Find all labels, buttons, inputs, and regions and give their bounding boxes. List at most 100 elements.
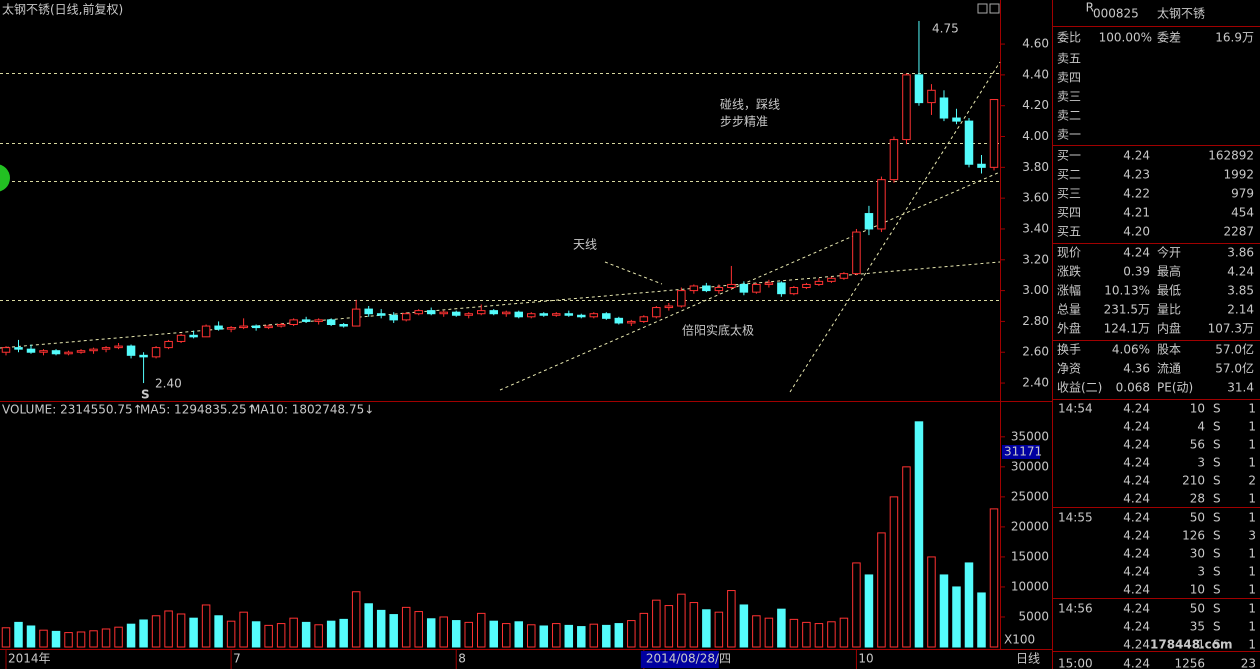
tick-count: 1 <box>1248 638 1256 652</box>
candle-body <box>952 117 961 122</box>
candle-body <box>677 290 686 307</box>
candle-body <box>214 325 223 330</box>
tick-price: 4.24 <box>1123 438 1150 452</box>
tick-count: 23 <box>1241 657 1256 669</box>
sell-label: 卖二 <box>1057 109 1081 123</box>
candle-body <box>714 287 724 292</box>
candle-body <box>276 323 286 327</box>
tick-side: S <box>1213 547 1221 561</box>
volume-bar <box>401 606 411 648</box>
tick-price: 4.24 <box>1123 492 1150 506</box>
vol-tick-label: 25000 <box>1011 489 1049 503</box>
candle-body <box>226 327 236 330</box>
candle-body <box>64 351 73 355</box>
volume-bar <box>989 508 999 648</box>
window-button[interactable] <box>989 3 1000 14</box>
candle-body <box>314 319 323 322</box>
volume-bar <box>577 626 586 648</box>
tick-volume: 28 <box>1190 492 1205 506</box>
tick-time: 14:55 <box>1058 511 1093 525</box>
volume-bar <box>527 624 536 648</box>
stat-value: 4.06% <box>1112 343 1150 357</box>
tick-side: S <box>1213 402 1221 416</box>
y-tick-label: 2.60 <box>1022 345 1049 359</box>
y-tick-label: 4.20 <box>1022 98 1049 112</box>
candle-body <box>414 310 423 315</box>
volume-bar <box>264 624 273 648</box>
volume-bar <box>614 623 624 648</box>
stat-value: 2.14 <box>1227 303 1254 317</box>
volume-bar <box>476 612 486 648</box>
tick-price: 4.24 <box>1123 638 1150 652</box>
candle-body <box>577 314 586 318</box>
volume-bar <box>226 620 236 648</box>
tick-side: S <box>1213 602 1221 616</box>
tick-price: 4.24 <box>1123 583 1150 597</box>
volume-bar <box>964 562 974 648</box>
tick-count: 1 <box>1248 402 1256 416</box>
volume-bar <box>176 613 186 648</box>
buy-label: 买四 <box>1057 206 1081 220</box>
candle-body <box>739 283 749 293</box>
window-button[interactable] <box>977 3 988 14</box>
candle-body <box>114 345 123 349</box>
annotation: 天线 <box>573 238 597 252</box>
volume-bar <box>1 627 11 648</box>
volume-bar <box>51 630 61 648</box>
stock-flag: R <box>1086 1 1094 15</box>
volume-bar <box>314 624 323 648</box>
tick-side: S <box>1213 620 1221 634</box>
candle-body <box>439 311 448 315</box>
volume-bar <box>326 620 336 648</box>
volume-bar <box>251 621 261 648</box>
candle-body <box>814 280 824 285</box>
tick-volume: 1256 <box>1174 657 1205 669</box>
buy-price: 4.20 <box>1123 225 1150 239</box>
stat-value: 10.13% <box>1104 284 1150 298</box>
volume-bar <box>389 614 398 648</box>
tick-volume: 3 <box>1197 456 1205 470</box>
support-lines <box>0 61 1001 393</box>
tick-volume: 210 <box>1182 474 1205 488</box>
candle-body <box>564 313 574 316</box>
stat-value: 4.24 <box>1227 265 1254 279</box>
stock-code: 000825 <box>1093 7 1139 21</box>
x-tick-label: 2014年 <box>8 652 51 666</box>
volume-bar <box>602 624 611 648</box>
vol-header: MA10: 1802748.75↓ <box>250 403 374 417</box>
candle-body <box>727 283 736 289</box>
volume-bar <box>664 605 674 648</box>
volume-bar <box>201 604 211 648</box>
vol-current: 31171 <box>1004 445 1042 459</box>
tick-side: S <box>1213 565 1221 579</box>
volume-bar <box>539 625 549 648</box>
candle-body <box>389 314 398 321</box>
low-label: 2.40 <box>155 377 182 391</box>
tick-count: 1 <box>1248 492 1256 506</box>
candle-body <box>689 285 699 292</box>
stat-label: 内盘 <box>1157 321 1181 336</box>
chart-title: 太钢不锈(日线,前复权) <box>2 2 123 17</box>
candle-body <box>1 347 11 353</box>
y-tick-label: 3.80 <box>1022 160 1049 174</box>
tick-side: S <box>1213 420 1221 434</box>
volume-bar <box>276 623 286 648</box>
volume-bar <box>139 619 148 648</box>
stat-value: 57.0亿 <box>1215 361 1254 376</box>
candle-body <box>902 74 911 141</box>
volume-bar <box>426 618 436 648</box>
y-tick-label: 2.40 <box>1022 376 1049 390</box>
annotation: 步步精准 <box>720 115 768 129</box>
volume-bar <box>627 620 636 648</box>
candle-body <box>251 325 261 329</box>
vol-tick-label: 15000 <box>1011 549 1049 563</box>
buy-volume: 2287 <box>1223 225 1254 239</box>
volume-bar <box>239 611 248 648</box>
stock-name: 太钢不锈 <box>1157 6 1205 21</box>
candle-body <box>514 311 524 318</box>
ratio-cell: 16.9万 <box>1215 31 1254 45</box>
volume-bar <box>39 629 48 648</box>
candle-body <box>877 179 886 230</box>
volume-bar <box>689 602 699 648</box>
candle-body <box>752 283 761 293</box>
